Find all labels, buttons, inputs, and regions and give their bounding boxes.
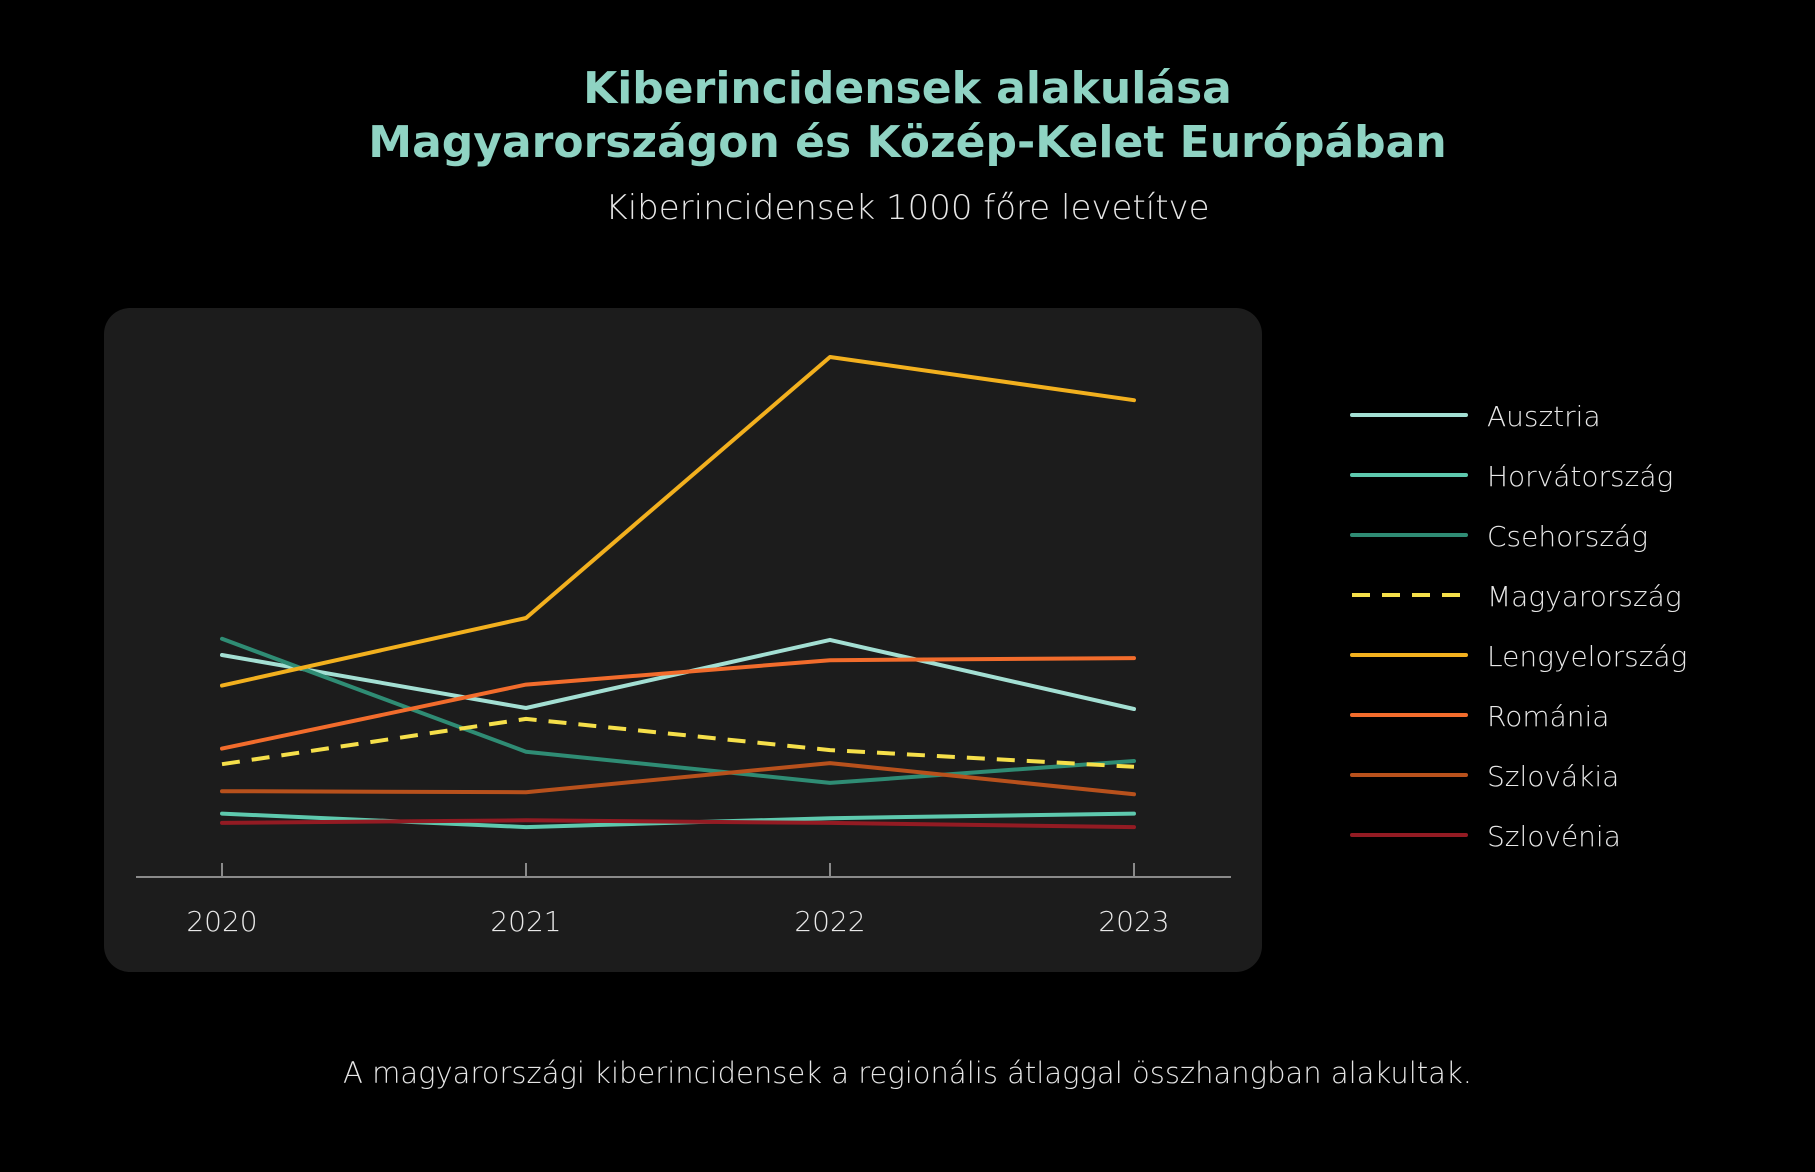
chart-panel: 2020 2021 2022 2023 <box>104 308 1262 972</box>
legend-label: Horvátország <box>1487 460 1674 493</box>
legend-swatch-csehorszag <box>1350 533 1468 537</box>
legend-item-horvatorszag: Horvátország <box>1350 452 1790 512</box>
legend-item-csehorszag: Csehország <box>1350 512 1790 572</box>
legend-swatch-szlovakia <box>1350 773 1468 777</box>
series-line-ausztria <box>220 637 1136 711</box>
series-line-romania <box>220 656 1136 751</box>
legend-swatch-magyarorszag <box>1352 593 1466 597</box>
x-tick-label-2021: 2021 <box>490 905 561 938</box>
legend-label: Szlovákia <box>1487 760 1620 793</box>
legend-item-szlovenia: Szlovénia <box>1350 812 1790 872</box>
legend-label: Szlovénia <box>1487 820 1621 853</box>
legend-swatch-horvatorszag <box>1350 473 1468 477</box>
legend-item-lengyelorszag: Lengyelország <box>1350 632 1790 692</box>
x-tick-label-2023: 2023 <box>1098 905 1169 938</box>
series-line-csehorszag <box>220 636 1136 785</box>
line-chart: 2020 2021 2022 2023 <box>136 355 1231 938</box>
legend-item-magyarorszag: Magyarország <box>1350 572 1790 632</box>
x-tick-label-2022: 2022 <box>794 905 865 938</box>
chart-footnote: A magyarországi kiberincidensek a region… <box>343 1056 1472 1090</box>
series-line-magyarorszag <box>221 716 1135 769</box>
series-line-szlovenia <box>220 818 1136 830</box>
legend-swatch-szlovenia <box>1350 833 1468 837</box>
legend-swatch-ausztria <box>1350 413 1468 417</box>
legend-label: Magyarország <box>1487 580 1682 613</box>
series-line-lengyelorszag <box>220 355 1136 688</box>
legend-label: Lengyelország <box>1487 640 1688 673</box>
chart-legend: Ausztria Horvátország Csehország Magyarorsz… <box>1350 392 1790 872</box>
legend-label: Ausztria <box>1487 400 1601 433</box>
legend-swatch-lengyelorszag <box>1350 653 1468 657</box>
series-line-szlovakia <box>220 761 1136 797</box>
legend-item-ausztria: Ausztria <box>1350 392 1790 452</box>
chart-title-line-2: Magyarországon és Közép-Kelet Európában <box>368 117 1447 168</box>
chart-subtitle: Kiberincidensek 1000 főre levetítve <box>605 188 1210 228</box>
legend-label: Románia <box>1487 700 1610 733</box>
legend-item-szlovakia: Szlovákia <box>1350 752 1790 812</box>
legend-label: Csehország <box>1487 520 1648 553</box>
legend-swatch-romania <box>1350 713 1468 717</box>
chart-title-line-1: Kiberincidensek alakulása <box>583 63 1232 114</box>
legend-item-romania: Románia <box>1350 692 1790 752</box>
x-tick-label-2020: 2020 <box>186 905 257 938</box>
